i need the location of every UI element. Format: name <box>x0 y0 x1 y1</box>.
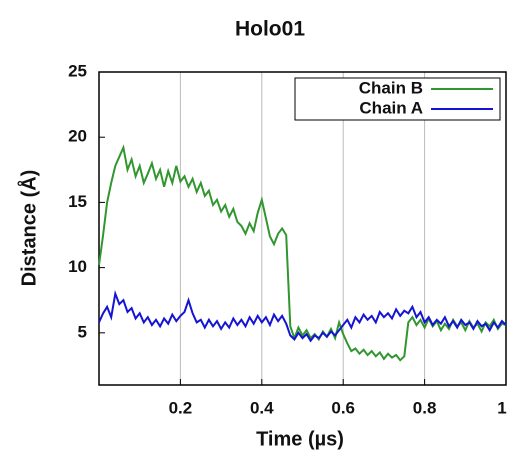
data-line <box>98 289 507 343</box>
x-axis-label: Time (µs) <box>256 428 344 450</box>
legend-label: Chain B <box>359 78 423 97</box>
data-line <box>98 144 507 362</box>
chart-title: Holo01 <box>235 18 305 41</box>
y-tick-label: 15 <box>68 192 87 211</box>
x-tick-label: 1 <box>497 398 506 417</box>
legend-label: Chain A <box>359 98 423 117</box>
y-tick-label: 20 <box>68 127 87 146</box>
x-tick-label: 0.8 <box>413 398 437 417</box>
x-tick-label: 0.2 <box>169 398 193 417</box>
y-tick-label: 10 <box>68 257 87 276</box>
y-axis-label: Distance (Å) <box>16 170 40 287</box>
x-tick-label: 0.4 <box>250 398 274 417</box>
plot-frame <box>98 71 507 386</box>
x-tick-label: 0.6 <box>331 398 355 417</box>
legend-box <box>294 77 501 121</box>
y-tick-label: 5 <box>78 322 87 341</box>
y-tick-label: 25 <box>68 61 87 80</box>
